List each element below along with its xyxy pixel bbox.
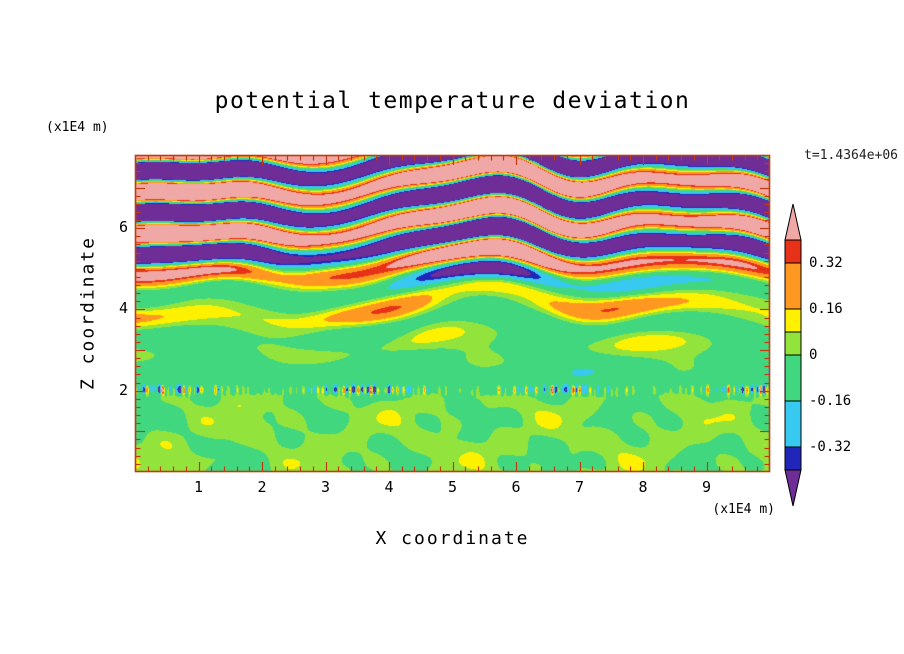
colorbar-tick-label: -0.32 bbox=[809, 439, 852, 455]
x-tick-label: 3 bbox=[320, 478, 331, 496]
x-tick-label: 1 bbox=[193, 478, 204, 496]
x-axis-unit-label: (x1E4 m) bbox=[712, 502, 775, 517]
x-tick-label: 5 bbox=[447, 478, 458, 496]
x-tick-label: 8 bbox=[638, 478, 648, 496]
colorbar-tick-label: -0.16 bbox=[809, 393, 852, 409]
z-axis-unit-label: (x1E4 m) bbox=[46, 120, 109, 135]
z-tick-label: 4 bbox=[118, 299, 128, 318]
x-tick-label: 2 bbox=[257, 478, 267, 496]
x-tick-label: 9 bbox=[701, 478, 712, 496]
x-axis-title: X coordinate bbox=[375, 528, 530, 549]
colorbar-tick-label: 0 bbox=[809, 347, 818, 363]
z-tick-label: 6 bbox=[118, 218, 128, 237]
x-tick-label: 6 bbox=[511, 478, 521, 496]
plot-title: potential temperature deviation bbox=[214, 88, 691, 114]
colorbar-tick-label: 0.16 bbox=[809, 301, 843, 317]
x-tick-label: 7 bbox=[574, 478, 585, 496]
timestamp-label: t=1.4364e+06 bbox=[804, 148, 898, 163]
colorbar-tick-label: 0.32 bbox=[809, 255, 843, 271]
heatmap-field bbox=[135, 155, 770, 472]
x-tick-label: 4 bbox=[384, 478, 394, 496]
z-tick-label: 2 bbox=[118, 380, 128, 399]
